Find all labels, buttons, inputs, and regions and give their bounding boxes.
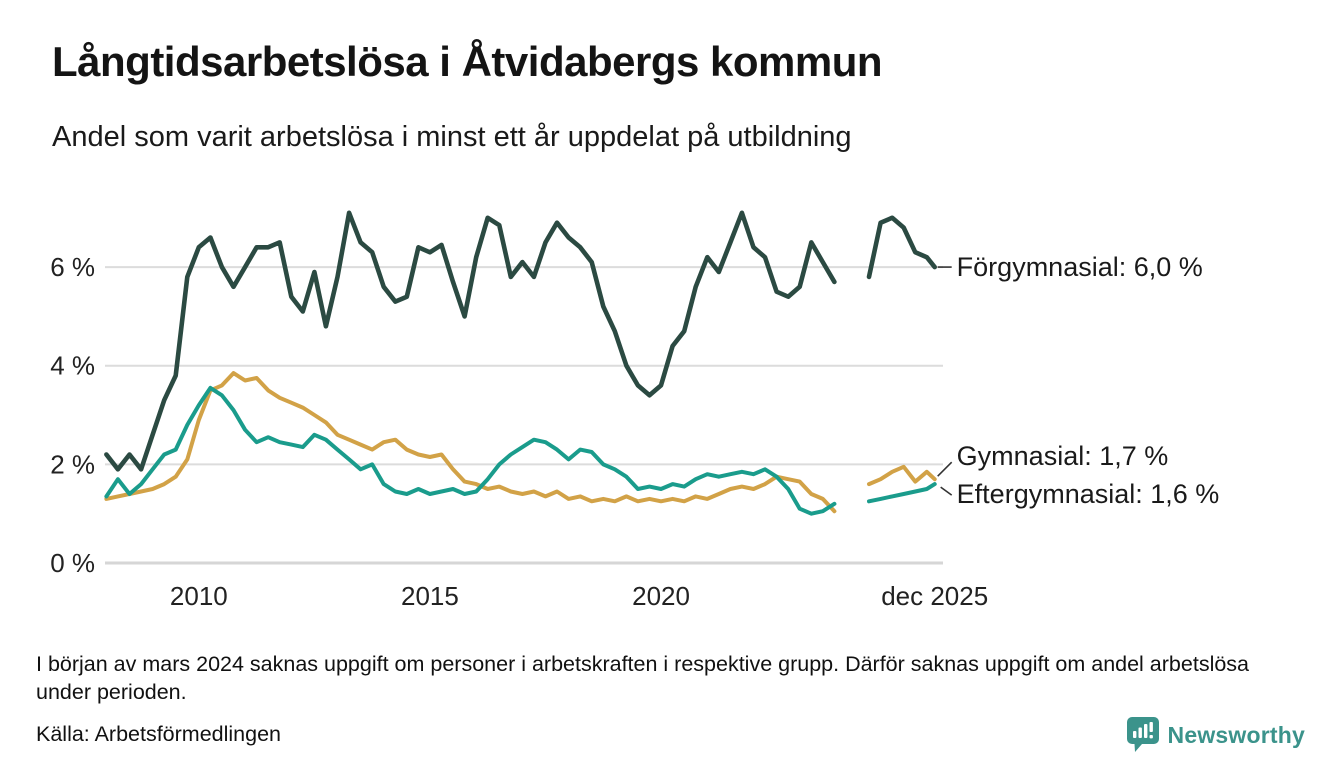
x-tick-label: 2015 <box>401 581 459 611</box>
series-end-label-eftergymnasial: Eftergymnasial: 1,6 % <box>957 479 1220 509</box>
x-tick-label: 2020 <box>632 581 690 611</box>
footnote: I början av mars 2024 saknas uppgift om … <box>36 652 1250 705</box>
x-tick-label: 2010 <box>170 581 228 611</box>
y-tick-label: 6 % <box>50 252 95 282</box>
y-tick-label: 0 % <box>50 548 95 578</box>
newsworthy-bubble-icon <box>1126 717 1159 752</box>
leader-line <box>937 461 953 477</box>
source-note: Källa: Arbetsförmedlingen <box>36 722 282 746</box>
y-tick-label: 2 % <box>50 449 95 479</box>
newsworthy-logo: Newsworthy <box>1126 716 1305 754</box>
leader-line <box>940 486 953 496</box>
y-tick-label: 4 % <box>50 351 95 381</box>
series-end-label-förgymnasial: Förgymnasial: 6,0 % <box>957 252 1203 282</box>
x-tick-label: dec 2025 <box>881 581 988 611</box>
chart-title: Långtidsarbetslösa i Åtvidabergs kommun <box>52 38 883 85</box>
series-line-förgymnasial <box>104 210 937 472</box>
chart-subtitle: Andel som varit arbetslösa i minst ett å… <box>52 121 852 153</box>
series-line-eftergymnasial <box>104 385 937 516</box>
series-line-gymnasial <box>104 371 937 514</box>
brand-name: Newsworthy <box>1167 721 1305 748</box>
series-end-label-gymnasial: Gymnasial: 1,7 % <box>957 441 1169 471</box>
